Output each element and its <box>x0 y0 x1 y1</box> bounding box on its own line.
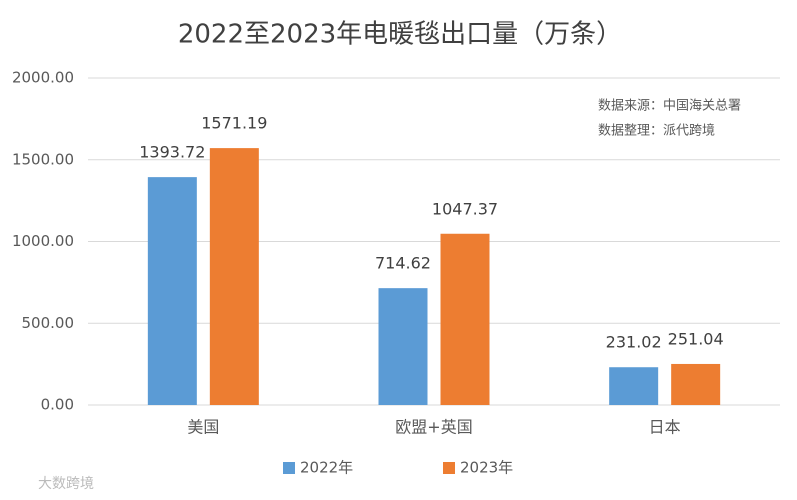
y-tick-label: 1500.00 <box>12 150 74 168</box>
bar <box>609 367 659 405</box>
data-label: 1047.37 <box>432 199 498 218</box>
x-tick-label: 欧盟+英国 <box>395 418 472 437</box>
y-tick-label: 2000.00 <box>12 69 74 87</box>
legend-label: 2023年 <box>460 459 513 477</box>
data-label: 1571.19 <box>201 114 267 133</box>
data-label: 714.62 <box>375 254 431 273</box>
bar <box>378 288 428 405</box>
y-tick-label: 0.00 <box>41 396 74 414</box>
bar <box>147 177 197 405</box>
x-tick-label: 日本 <box>649 418 681 437</box>
bar <box>209 148 259 406</box>
data-label: 251.04 <box>668 329 724 348</box>
watermark: 大数跨境 <box>38 476 94 492</box>
y-tick-label: 500.00 <box>22 314 75 332</box>
legend-swatch <box>283 462 295 474</box>
x-tick-label: 美国 <box>187 418 219 437</box>
data-label: 231.02 <box>606 333 662 352</box>
annotation: 数据来源：中国海关总署 <box>598 99 741 114</box>
legend-label: 2022年 <box>300 459 353 477</box>
chart-title: 2022至2023年电暖毯出口量（万条） <box>178 20 622 50</box>
data-label: 1393.72 <box>139 143 205 162</box>
legend-swatch <box>443 462 455 474</box>
y-tick-label: 1000.00 <box>12 232 74 250</box>
bar <box>440 233 490 405</box>
annotation: 数据整理：派代跨境 <box>598 124 715 139</box>
bar <box>671 363 721 405</box>
